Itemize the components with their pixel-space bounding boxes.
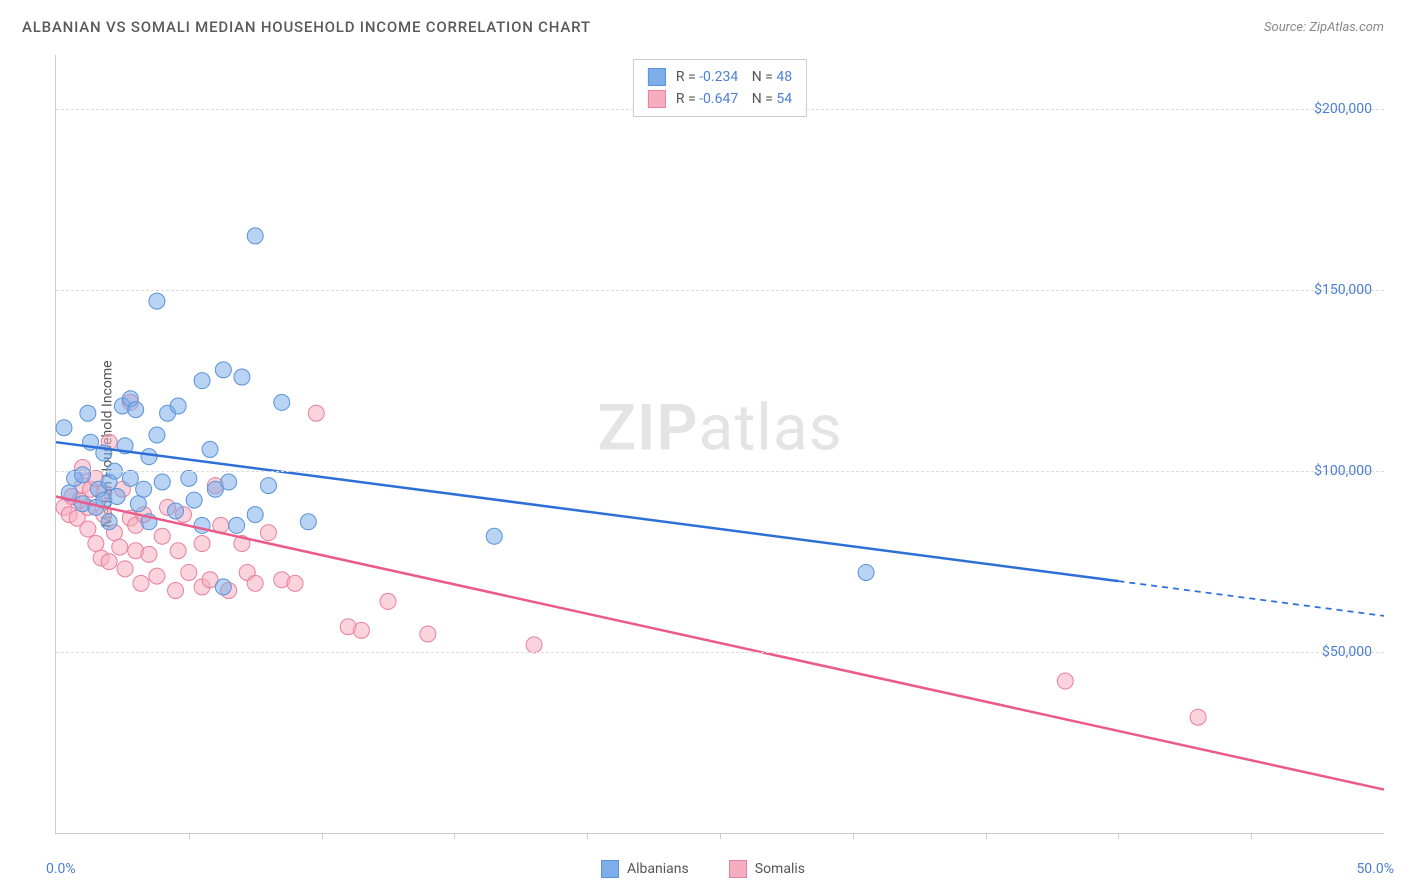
scatter-plot — [56, 55, 1384, 833]
data-point — [229, 517, 245, 533]
x-tick — [720, 833, 721, 839]
data-point — [170, 543, 186, 559]
data-point — [128, 402, 144, 418]
series-legend: Albanians Somalis — [0, 860, 1406, 878]
stats-row-somalis: R = -0.647 N = 54 — [648, 88, 792, 110]
data-point — [1057, 673, 1073, 689]
source-label: Source: ZipAtlas.com — [1264, 20, 1384, 35]
data-point — [1190, 709, 1206, 725]
data-point — [300, 514, 316, 530]
y-tick-label: $50,000 — [1322, 644, 1372, 660]
data-point — [154, 528, 170, 544]
data-point — [149, 427, 165, 443]
data-point — [112, 539, 128, 555]
x-tick — [986, 833, 987, 839]
swatch-somalis — [648, 90, 666, 108]
data-point — [80, 405, 96, 421]
data-point — [168, 503, 184, 519]
data-point — [526, 637, 542, 653]
y-tick-label: $200,000 — [1314, 101, 1372, 117]
legend-item-somalis: Somalis — [729, 860, 805, 878]
trend-line — [56, 496, 1384, 789]
x-tick — [853, 833, 854, 839]
swatch-somalis-icon — [729, 860, 747, 878]
x-tick — [1118, 833, 1119, 839]
data-point — [353, 622, 369, 638]
x-tick — [454, 833, 455, 839]
data-point — [88, 536, 104, 552]
data-point — [420, 626, 436, 642]
data-point — [287, 575, 303, 591]
data-point — [215, 579, 231, 595]
swatch-albanians-icon — [601, 860, 619, 878]
chart-frame: Median Household Income ZIPatlas R = -0.… — [55, 55, 1384, 834]
data-point — [380, 593, 396, 609]
x-tick — [1251, 833, 1252, 839]
data-point — [274, 394, 290, 410]
data-point — [149, 568, 165, 584]
data-point — [247, 228, 263, 244]
legend-label: Somalis — [755, 861, 805, 877]
data-point — [486, 528, 502, 544]
data-point — [247, 507, 263, 523]
swatch-albanians — [648, 68, 666, 86]
data-point — [117, 561, 133, 577]
data-point — [260, 525, 276, 541]
data-point — [149, 293, 165, 309]
data-point — [181, 470, 197, 486]
chart-title: ALBANIAN VS SOMALI MEDIAN HOUSEHOLD INCO… — [22, 18, 591, 36]
data-point — [80, 521, 96, 537]
data-point — [202, 441, 218, 457]
data-point — [168, 583, 184, 599]
correlation-stats-box: R = -0.234 N = 48 R = -0.647 N = 54 — [633, 59, 807, 117]
legend-item-albanians: Albanians — [601, 860, 689, 878]
data-point — [215, 362, 231, 378]
data-point — [221, 474, 237, 490]
data-point — [133, 575, 149, 591]
x-tick — [587, 833, 588, 839]
data-point — [136, 481, 152, 497]
data-point — [260, 478, 276, 494]
data-point — [56, 420, 72, 436]
x-tick — [189, 833, 190, 839]
trend-line — [56, 442, 1118, 581]
y-tick-label: $150,000 — [1314, 282, 1372, 298]
data-point — [234, 369, 250, 385]
data-point — [141, 546, 157, 562]
gridline — [56, 290, 1384, 291]
data-point — [247, 575, 263, 591]
gridline — [56, 652, 1384, 653]
plot-area — [56, 55, 1384, 833]
y-tick-label: $100,000 — [1314, 463, 1372, 479]
data-point — [186, 492, 202, 508]
data-point — [101, 514, 117, 530]
data-point — [141, 449, 157, 465]
data-point — [101, 554, 117, 570]
data-point — [194, 536, 210, 552]
gridline — [56, 471, 1384, 472]
data-point — [181, 564, 197, 580]
stats-row-albanians: R = -0.234 N = 48 — [648, 66, 792, 88]
data-point — [154, 474, 170, 490]
data-point — [122, 470, 138, 486]
data-point — [194, 373, 210, 389]
trend-line-extrapolated — [1118, 581, 1384, 616]
data-point — [109, 488, 125, 504]
data-point — [858, 564, 874, 580]
data-point — [308, 405, 324, 421]
data-point — [130, 496, 146, 512]
data-point — [170, 398, 186, 414]
legend-label: Albanians — [627, 861, 689, 877]
x-tick — [322, 833, 323, 839]
data-point — [75, 467, 91, 483]
